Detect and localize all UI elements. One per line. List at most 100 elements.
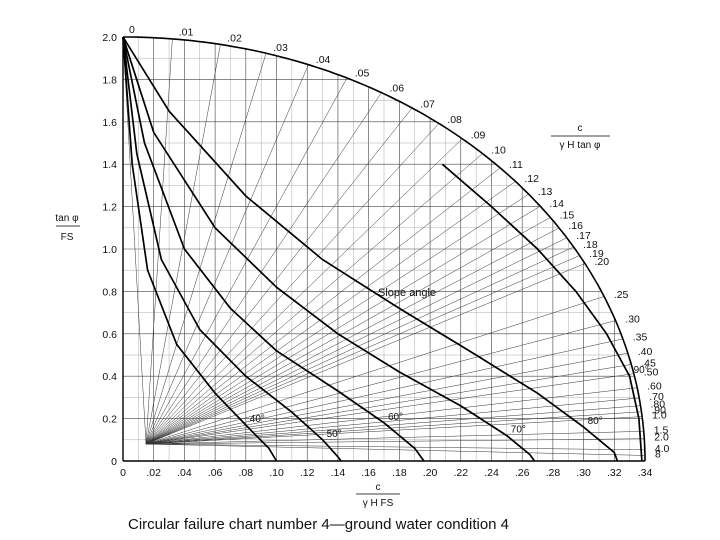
ratio-label: .16 bbox=[568, 220, 583, 232]
ratio-ray bbox=[145, 138, 463, 445]
ratio-label: .70 bbox=[649, 391, 664, 403]
ratio-ray bbox=[145, 352, 628, 445]
ratio-label: .40 bbox=[638, 346, 653, 358]
ratio-ray bbox=[145, 205, 541, 445]
ratio-label: 0 bbox=[129, 24, 135, 36]
ratio-ray bbox=[145, 320, 616, 445]
ratio-ray bbox=[145, 217, 551, 445]
x-tick-label: .04 bbox=[177, 467, 192, 479]
ratio-label: .07 bbox=[420, 98, 435, 110]
y-axis-title-bottom: FS bbox=[61, 232, 74, 243]
ratio-ray bbox=[145, 193, 529, 445]
y-tick-label: 1.8 bbox=[102, 74, 117, 86]
ratio-ray bbox=[145, 123, 440, 445]
ratio-rays: 0 .01 .02 .03 .04 .05 .06 .07 .08 .09 .10.11.12.13… bbox=[122, 24, 670, 460]
series-line bbox=[441, 163, 643, 462]
y-tick-label: 0 bbox=[111, 456, 117, 468]
ratio-ray bbox=[146, 397, 640, 445]
axes bbox=[122, 37, 645, 462]
ratio-ray bbox=[146, 443, 645, 456]
ratio-ray bbox=[145, 92, 382, 445]
x-tick-label: .14 bbox=[331, 467, 346, 479]
ratio-ray bbox=[145, 153, 483, 445]
ratio-label: 1.5 bbox=[654, 424, 669, 436]
slope-angle-label: Slope angle bbox=[378, 287, 436, 299]
circular-failure-chart: 0.01.02.03.04.05.06.07.08.09.10.11.12.13… bbox=[55, 24, 670, 509]
ratio-title: c γ H tan φ bbox=[551, 123, 610, 151]
series-label: 50° bbox=[327, 429, 342, 440]
ratio-ray bbox=[122, 36, 147, 445]
grid bbox=[123, 36, 646, 461]
series-line bbox=[122, 36, 425, 462]
ratio-ray bbox=[145, 77, 348, 445]
ratio-label: .04 bbox=[316, 54, 331, 66]
x-tick-label: .24 bbox=[484, 467, 499, 479]
ratio-ray bbox=[146, 411, 642, 445]
ratio-title-bottom: γ H tan φ bbox=[560, 140, 601, 151]
y-tick-label: 0.4 bbox=[102, 371, 117, 383]
x-tick-label: 0 bbox=[120, 467, 126, 479]
outer-boundary-arc bbox=[123, 36, 646, 461]
x-axis-title: c γ H FS bbox=[356, 482, 400, 509]
x-tick-label: .34 bbox=[638, 467, 653, 479]
y-tick-label: 0.8 bbox=[102, 286, 117, 298]
x-tick-label: .12 bbox=[300, 467, 315, 479]
ratio-ray bbox=[146, 443, 645, 451]
y-tick-label: 0.2 bbox=[102, 414, 117, 426]
ratio-label: .01 bbox=[179, 27, 194, 39]
ratio-label: .11 bbox=[509, 159, 523, 171]
y-axis-title-top: tan φ bbox=[55, 213, 79, 224]
series-label: 70° bbox=[511, 425, 526, 436]
series-label: 90° bbox=[634, 365, 649, 376]
ratio-label: .05 bbox=[355, 68, 370, 80]
ratio-label: .14 bbox=[549, 198, 564, 210]
ratio-label: .17 bbox=[576, 230, 591, 242]
ratio-label: 2.0 bbox=[654, 432, 669, 444]
figure-caption: Circular failure chart number 4—ground w… bbox=[128, 516, 510, 533]
ratio-ray bbox=[145, 373, 634, 445]
ratio-ray bbox=[145, 107, 413, 445]
x-tick-label: .32 bbox=[607, 467, 622, 479]
ratio-label: .13 bbox=[538, 186, 553, 198]
ratio-label: 4.0 bbox=[655, 443, 670, 455]
x-tick-label: .18 bbox=[392, 467, 407, 479]
ratio-label: .02 bbox=[227, 33, 242, 45]
series-line bbox=[122, 36, 342, 462]
ratio-ray bbox=[145, 237, 567, 445]
series-label: 80° bbox=[588, 416, 603, 427]
ratio-ray bbox=[145, 296, 605, 445]
ratio-label: .50 bbox=[644, 367, 659, 379]
ratio-ray bbox=[146, 431, 644, 445]
y-tick-label: 1.6 bbox=[102, 117, 117, 129]
ratio-label: .12 bbox=[524, 173, 539, 185]
chart-canvas: 0.01.02.03.04.05.06.07.08.09.10.11.12.13… bbox=[55, 24, 670, 509]
ratio-label: .35 bbox=[633, 332, 648, 344]
series-line bbox=[122, 36, 619, 462]
y-tick-label: 2.0 bbox=[102, 32, 117, 44]
x-tick-label: .28 bbox=[546, 467, 561, 479]
ratio-label: .18 bbox=[583, 239, 598, 251]
x-tick-label: .02 bbox=[146, 467, 161, 479]
ratio-label: .60 bbox=[647, 381, 662, 393]
ratio-title-top: c bbox=[578, 123, 583, 134]
ratio-label: .06 bbox=[390, 83, 405, 95]
ratio-ray bbox=[146, 405, 641, 445]
ratio-label: .25 bbox=[614, 289, 629, 301]
y-tick-label: 0.6 bbox=[102, 329, 117, 341]
x-tick-label: .30 bbox=[576, 467, 591, 479]
y-tick-label: 1.4 bbox=[102, 159, 117, 171]
ratio-label: .90 bbox=[651, 405, 666, 417]
ratio-label: .08 bbox=[447, 114, 462, 126]
ratio-ray bbox=[145, 181, 516, 445]
ratio-label: .03 bbox=[273, 42, 288, 54]
ratio-label: .19 bbox=[589, 248, 604, 260]
ratio-label: 8 bbox=[655, 448, 661, 460]
ratio-label: .20 bbox=[595, 256, 610, 268]
x-axis-title-bottom: γ H FS bbox=[363, 498, 394, 509]
ratio-ray bbox=[145, 364, 632, 445]
ratio-label: .09 bbox=[471, 130, 486, 142]
ratio-ray bbox=[145, 227, 560, 445]
tick-labels: 0.02.04.06.08.10.12.14.16.18.20.22.24.26… bbox=[102, 32, 652, 479]
x-tick-label: .16 bbox=[361, 467, 376, 479]
x-tick-label: .10 bbox=[269, 467, 284, 479]
